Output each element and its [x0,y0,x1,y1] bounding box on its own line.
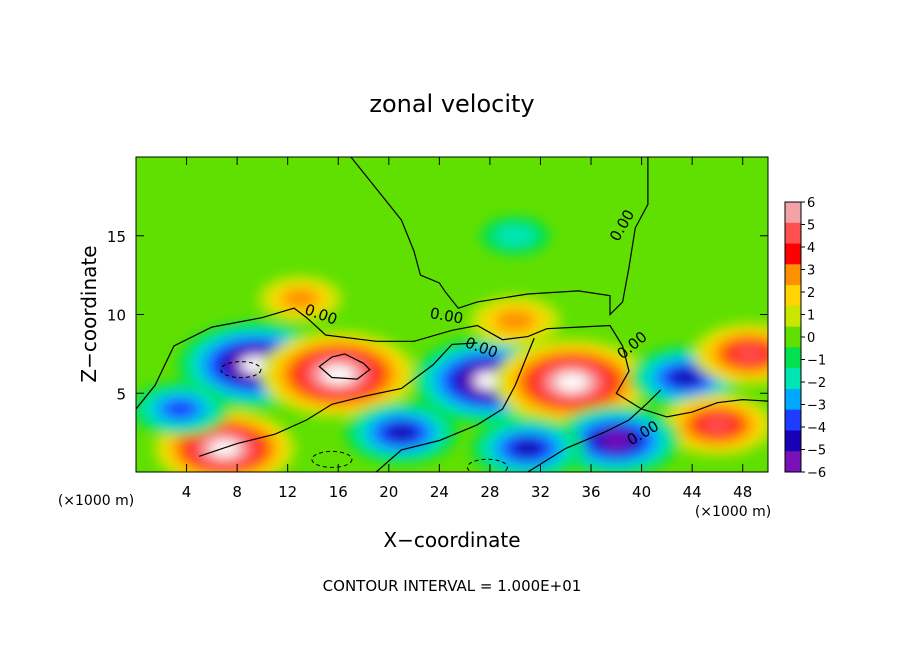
colorbar-swatch [785,368,801,390]
velocity-field [136,216,768,472]
x-tick-label: 36 [581,483,600,501]
y-axis-label: Z−coordinate [77,245,101,382]
x-tick-label: 32 [531,483,550,501]
field-blob-10 [282,288,319,309]
negative-contour [466,458,508,472]
zero-contour-line [527,389,662,472]
negative-contour [220,361,262,379]
colorbar-tick-label: 3 [807,264,815,279]
x-tick-label: 12 [278,483,297,501]
colorbar-swatch [785,388,801,411]
x-tick-label: 48 [733,483,752,501]
zero-contour-line [199,342,478,457]
field-blob-12 [494,224,537,248]
zero-contour-line [375,337,535,472]
colorbar-tick-label: −4 [807,421,826,436]
chart-title: zonal velocity [369,90,534,118]
colorbar-swatch [785,326,801,348]
field-blob-3 [556,373,588,391]
colorbar-tick-label: 0 [807,331,815,346]
x-axis-label: X−coordinate [383,528,520,552]
colorbar-tick-label: −3 [807,399,826,414]
colorbar-tick-label: 6 [807,196,815,211]
colorbar-swatch [785,347,801,369]
colorbar-tick-labels: 6 5 4 3 2 1 0 −1 −2 −3 −4 −5 −6 [801,196,826,481]
plot-area: 0.00 0.000.000.000.000.00 [136,157,768,472]
x-unit-label-right: (×1000 m) [695,504,771,520]
colorbar-swatch [785,285,801,307]
x-tick-label: 4 [182,483,192,501]
colorbar-swatch [785,202,801,224]
x-tick-label: 40 [632,483,651,501]
contour-interval-text: CONTOUR INTERVAL = 1.000E+01 [323,577,582,595]
x-tick-label: 8 [232,483,242,501]
y-tick-label: 15 [107,228,126,246]
field-blob-9 [512,439,544,457]
field-blob-6 [601,432,632,449]
x-tick-label: 44 [683,483,702,501]
zero-contour-line [350,157,649,316]
field-blob-5 [702,416,733,434]
colorbar-tick-label: −6 [807,466,826,481]
colorbar-swatch [785,222,801,245]
x-tick-label: 24 [430,483,449,501]
colorbar [784,201,802,473]
colorbar-swatch [785,243,801,265]
colorbar-tick-label: −2 [807,376,826,391]
field-blob-4 [670,368,702,387]
colorbar-tick-label: 5 [807,219,815,234]
colorbar-swatch [785,264,801,286]
field-blob-7 [386,424,417,442]
colorbar-swatch [785,409,801,431]
field-blob-11 [495,310,535,332]
x-unit-label-left: (×1000 m) [58,493,134,509]
colorbar-tick-label: −1 [807,354,826,369]
x-tick-label: 20 [379,483,398,501]
contour-label: 0.00 [429,304,465,328]
field-blob-1 [322,365,354,383]
colorbar-tick-label: 4 [807,241,815,256]
colorbar-swatch [785,430,801,452]
y-tick-label: 5 [116,385,126,403]
colorbar-tick-label: −5 [807,444,826,459]
colorbar-tick-label: 2 [807,286,815,301]
zero-contour-line [318,353,371,380]
y-axis-ticks: 5 10 15 [107,228,768,403]
x-axis-ticks: 4 8 12 16 20 24 28 32 36 40 44 48 [182,157,752,501]
colorbar-swatch [785,451,801,473]
field-blob-13 [163,399,197,419]
y-tick-label: 10 [107,307,126,325]
zero-contour-line [136,307,768,418]
x-tick-label: 28 [480,483,499,501]
colorbar-swatch [785,305,801,328]
x-tick-label: 16 [329,483,348,501]
field-blob-14 [733,345,765,363]
colorbar-tick-label: 1 [807,309,815,324]
negative-contour [311,450,353,468]
